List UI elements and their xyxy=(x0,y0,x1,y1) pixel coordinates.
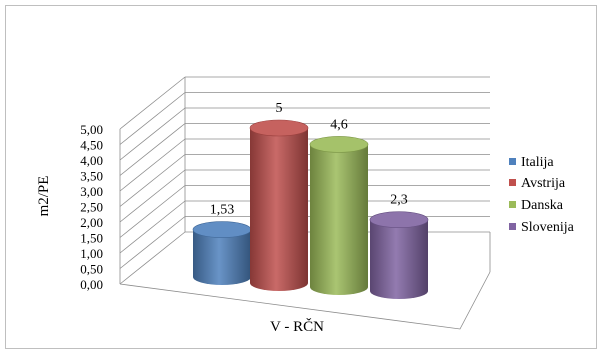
y-tick-label: 4,00 xyxy=(80,153,103,168)
data-label: 4,6 xyxy=(330,117,348,132)
bar-top xyxy=(192,221,252,238)
gridline-side xyxy=(119,92,186,145)
legend-label: Italija xyxy=(521,155,554,170)
bar-body xyxy=(193,229,251,285)
bar-body xyxy=(310,144,368,295)
data-label: 5 xyxy=(276,101,283,116)
data-label-layer: 1,53 5 4,6 2,3 xyxy=(210,101,408,218)
data-label: 2,3 xyxy=(390,193,408,208)
x-axis-title: V - RČN xyxy=(270,318,324,335)
bar-top xyxy=(249,119,309,137)
gridline-side xyxy=(119,107,186,161)
y-tick-label: 1,50 xyxy=(80,231,103,246)
y-tick-label: 0,50 xyxy=(80,262,103,277)
gridline-side xyxy=(119,154,186,207)
legend-label: Avstrija xyxy=(521,176,566,191)
bar-top xyxy=(309,136,369,153)
gridline-side xyxy=(119,169,186,223)
y-tick-label: 5,00 xyxy=(80,122,103,137)
bar-layer xyxy=(192,119,429,299)
legend-label: Danska xyxy=(521,198,564,213)
gridline-side xyxy=(119,138,186,192)
bar-italija xyxy=(192,221,252,285)
gridline-side xyxy=(119,123,186,176)
legend: Italija Avstrija Danska Slovenija xyxy=(509,155,575,235)
y-tick-label: 1,00 xyxy=(80,246,103,261)
y-tick-label: 3,50 xyxy=(80,169,103,184)
legend-label: Slovenija xyxy=(521,220,575,235)
bar-slovenija xyxy=(369,211,429,299)
y-tick-label: 2,50 xyxy=(80,200,103,215)
floor-edge xyxy=(119,271,491,330)
legend-swatch xyxy=(509,201,516,208)
y-tick-label: 2,00 xyxy=(80,215,103,230)
bar-danska xyxy=(309,136,369,295)
y-tick-label: 4,50 xyxy=(80,138,103,153)
gridline-side xyxy=(119,200,186,254)
y-axis-title: m2/PE xyxy=(36,176,52,217)
gridline-side xyxy=(119,216,186,269)
gridline-side xyxy=(119,76,186,130)
legend-swatch xyxy=(509,223,516,230)
gridline-side xyxy=(119,231,186,285)
bar-body xyxy=(250,128,308,291)
bar-avstrija xyxy=(249,119,309,291)
legend-swatch xyxy=(509,179,516,186)
y-tick-label: 0,00 xyxy=(80,277,103,292)
bar-body xyxy=(370,219,428,299)
y-tick-labels: 0,000,501,001,502,002,503,003,504,004,50… xyxy=(80,122,103,292)
bar-top xyxy=(369,211,429,228)
data-label: 1,53 xyxy=(210,203,235,218)
legend-swatch xyxy=(509,158,516,165)
y-tick-label: 3,00 xyxy=(80,184,103,199)
gridline-side xyxy=(119,185,186,238)
